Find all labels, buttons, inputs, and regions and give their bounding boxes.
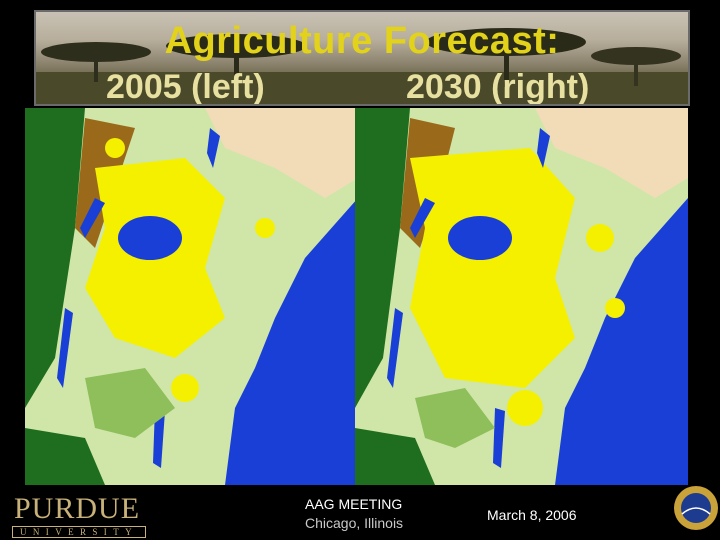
map-2030 bbox=[355, 108, 688, 485]
logo-subtitle: UNIVERSITY bbox=[12, 526, 146, 538]
logo-word: PURDUE bbox=[14, 492, 141, 525]
map-2005 bbox=[25, 108, 358, 485]
acacia-landscape-image bbox=[36, 28, 688, 104]
title-left-label: 2005 (left) bbox=[106, 68, 265, 106]
title-banner: Agriculture Forecast: 2005 (left) 2030 (… bbox=[34, 10, 690, 106]
purdue-logo: PURDUE UNIVERSITY bbox=[12, 492, 146, 538]
title-line-1: Agriculture Forecast: bbox=[164, 20, 560, 62]
meeting-place: Chicago, Illinois bbox=[305, 515, 404, 531]
title-right-label: 2030 (right) bbox=[406, 68, 590, 106]
nsf-logo-icon bbox=[674, 486, 718, 530]
meeting-name: AAG MEETING bbox=[305, 496, 403, 512]
meeting-date: March 8, 2006 bbox=[487, 507, 577, 523]
